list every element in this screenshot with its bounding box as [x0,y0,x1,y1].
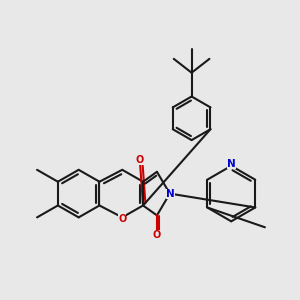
Text: O: O [153,230,161,240]
Text: N: N [167,189,175,199]
Text: O: O [118,214,126,224]
Text: N: N [227,159,236,169]
Text: O: O [136,155,144,165]
